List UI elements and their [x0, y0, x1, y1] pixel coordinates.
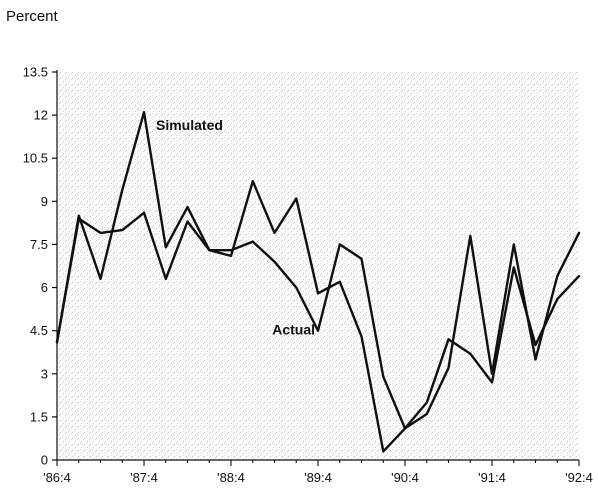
axes: 0 1.5 3 4.5 6 7.5 9 10.5 12 13.5 '86:4 '87:4 '88:4 '8…	[23, 65, 593, 486]
plot-background	[57, 72, 579, 460]
y-tick-label: 6	[41, 280, 48, 295]
y-axis-title: Percent	[6, 8, 58, 25]
series-line-simulated	[55, 110, 581, 453]
y-tick-label: 3	[41, 366, 48, 381]
annotation-layer: Simulated Actual	[156, 117, 315, 337]
series-line-actual	[55, 211, 581, 430]
x-tick-label: '88:4	[217, 470, 245, 485]
x-tick-label: '89:4	[304, 470, 332, 485]
y-tick-label: 13.5	[23, 65, 48, 80]
y-tick-label: 10.5	[23, 151, 48, 166]
x-tick-label: '87:4	[130, 470, 158, 485]
y-tick-label: 1.5	[30, 409, 48, 424]
y-tick-label: 9	[41, 194, 48, 209]
y-tick-label: 0	[41, 453, 48, 468]
annotation-simulated: Simulated	[156, 117, 223, 133]
y-tick-label: 4.5	[30, 323, 48, 338]
y-tick-label: 12	[34, 108, 48, 123]
y-tick-label: 7.5	[30, 237, 48, 252]
x-tick-label: '92:4	[565, 470, 593, 485]
x-tick-label: '86:4	[43, 470, 71, 485]
x-tick-label: '90:4	[391, 470, 419, 485]
annotation-actual: Actual	[272, 322, 315, 338]
x-tick-label: '91:4	[478, 470, 506, 485]
series-layer	[55, 110, 581, 453]
